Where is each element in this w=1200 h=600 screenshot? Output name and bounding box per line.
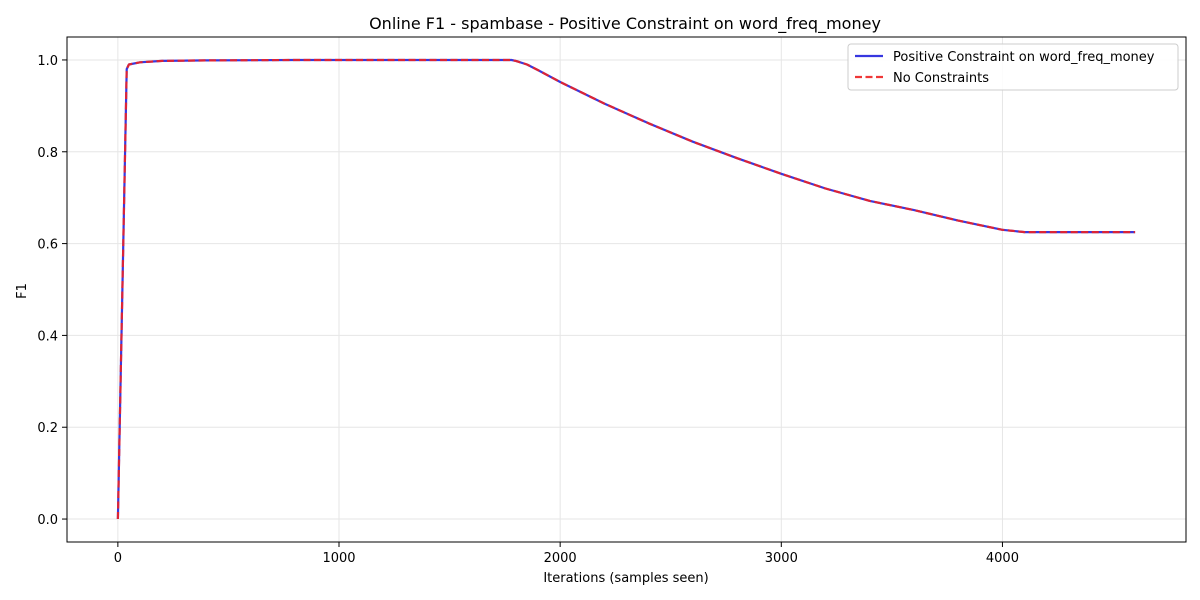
legend-box <box>847 43 1179 91</box>
y-axis-label: F1 <box>15 283 30 299</box>
legend-label: Positive Constraint on word_freq_money <box>893 50 1155 65</box>
series-line-1 <box>116 58 1136 520</box>
y-tick-label: 0.0 <box>37 513 58 528</box>
x-tick-label: 2000 <box>544 551 577 566</box>
x-tick-label: 1000 <box>322 551 355 566</box>
series-group <box>116 58 1136 520</box>
legend: Positive Constraint on word_freq_money No… <box>847 43 1179 91</box>
x-tick-label: 0 <box>114 551 122 566</box>
axis-ticks: 0 1000 2000 3000 4000 0.0 0.2 0.4 0.6 0.8 1.0 <box>37 54 1019 566</box>
legend-label: No Constraints <box>893 71 989 86</box>
y-tick-label: 0.6 <box>37 238 58 253</box>
x-tick-label: 4000 <box>986 551 1019 566</box>
y-tick-label: 0.8 <box>37 146 58 161</box>
x-axis-label: Iterations (samples seen) <box>543 571 708 586</box>
y-tick-label: 0.4 <box>37 329 58 344</box>
chart-title: Online F1 - spambase - Positive Constrai… <box>369 14 881 34</box>
x-tick-label: 3000 <box>765 551 798 566</box>
y-tick-label: 1.0 <box>37 54 58 69</box>
series-line-2 <box>116 58 1136 520</box>
plot-frame <box>66 36 1187 543</box>
y-tick-label: 0.2 <box>37 421 58 436</box>
